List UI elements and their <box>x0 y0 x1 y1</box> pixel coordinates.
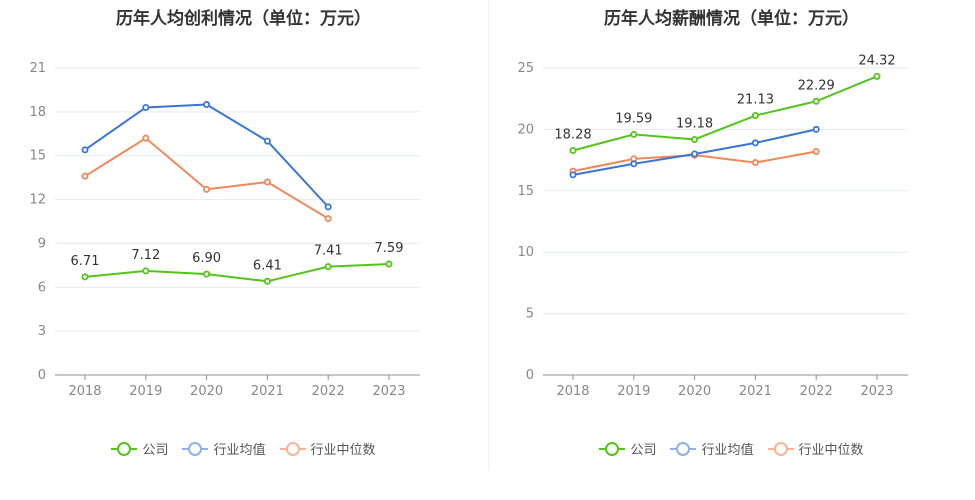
data-point-industry-avg <box>812 125 820 133</box>
chart-title: 历年人均创利情况（单位：万元） <box>116 9 371 29</box>
chart-title: 历年人均薪酬情况（单位：万元） <box>604 9 859 29</box>
data-point-industry-median <box>263 178 271 186</box>
salary-per-capita-chart: 历年人均薪酬情况（单位：万元） 0 5 10 15 20 25 2018 2019 2020 20… <box>488 0 975 500</box>
data-label: 7.41 <box>314 244 343 259</box>
data-point-industry-median <box>324 215 332 223</box>
x-tick-label: 2018 <box>68 384 101 399</box>
y-tick-label: 5 <box>526 307 534 322</box>
x-tick-label: 2020 <box>678 384 711 399</box>
x-tick-label: 2023 <box>860 384 893 399</box>
y-tick-label: 21 <box>29 61 46 76</box>
data-point-company <box>81 273 89 281</box>
data-label: 19.18 <box>676 116 713 131</box>
series-line-company <box>84 263 390 283</box>
data-label: 7.12 <box>131 248 160 263</box>
data-point-company <box>691 135 699 143</box>
x-tick-label: 2022 <box>312 384 345 399</box>
legend-company-marker <box>599 441 626 456</box>
data-point-industry-avg <box>751 139 759 147</box>
legend-company[interactable]: 公司 <box>111 439 168 458</box>
legend-industry-median-marker <box>767 441 794 456</box>
profit-plot-area: 0 3 6 9 12 15 18 21 2018 2019 2020 2021 2022 2023 6.71… <box>29 61 420 399</box>
x-tick-label: 2022 <box>800 384 833 399</box>
data-point-company <box>751 112 759 120</box>
data-label: 19.59 <box>615 111 652 126</box>
data-point-industry-avg <box>203 101 211 109</box>
data-label: 18.28 <box>554 128 591 143</box>
legend-industry-avg-label: 行业均值 <box>213 443 266 458</box>
data-label: 22.29 <box>798 78 835 93</box>
legend-company-marker <box>111 441 138 456</box>
data-point-industry-avg <box>569 171 577 179</box>
x-tick-label: 2018 <box>556 384 589 399</box>
y-tick-label: 25 <box>517 61 534 76</box>
data-label: 7.59 <box>375 241 404 256</box>
y-tick-label: 9 <box>38 236 46 251</box>
data-point-company <box>324 263 332 271</box>
x-tick-label: 2021 <box>739 384 772 399</box>
data-label: 24.32 <box>858 53 895 68</box>
legend-industry-avg[interactable]: 行业均值 <box>182 439 266 458</box>
legend-industry-median[interactable]: 行业中位数 <box>279 439 376 458</box>
data-point-industry-avg <box>142 103 150 111</box>
legend-industry-avg[interactable]: 行业均值 <box>670 439 754 458</box>
x-tick-label: 2023 <box>372 384 405 399</box>
data-point-industry-avg <box>691 150 699 158</box>
profit-per-capita-chart: 历年人均创利情况（单位：万元） 0 3 6 9 12 15 18 21 2018 2019 2020… <box>0 0 487 500</box>
x-tick-label: 2019 <box>129 384 162 399</box>
data-point-industry-avg <box>81 146 89 154</box>
y-tick-label: 0 <box>38 368 46 383</box>
data-label: 6.90 <box>192 251 221 266</box>
legend-company-label: 公司 <box>142 443 169 458</box>
legend-industry-avg-marker <box>182 441 209 456</box>
data-point-industry-median <box>203 185 211 193</box>
data-label: 21.13 <box>737 93 774 108</box>
y-tick-label: 0 <box>526 368 534 383</box>
data-label: 6.71 <box>71 254 100 269</box>
y-tick-label: 6 <box>38 280 46 295</box>
series-line-company <box>572 75 878 152</box>
data-point-company <box>873 72 881 80</box>
legend-industry-median-marker <box>279 441 306 456</box>
data-point-industry-median <box>751 159 759 167</box>
y-tick-label: 20 <box>517 122 534 137</box>
legend-industry-median-label: 行业中位数 <box>310 443 376 458</box>
x-tick-label: 2020 <box>190 384 223 399</box>
chart-legend: 公司 行业均值 行业中位数 <box>488 439 975 458</box>
salary-plot-area: 0 5 10 15 20 25 2018 2019 2020 2021 2022 2023 18.28 1… <box>517 53 908 399</box>
legend-company[interactable]: 公司 <box>599 439 656 458</box>
y-tick-label: 3 <box>38 324 46 339</box>
data-point-industry-median <box>812 148 820 156</box>
y-tick-label: 15 <box>29 149 46 164</box>
series-line-industry-median <box>84 136 329 220</box>
legend-company-label: 公司 <box>630 443 657 458</box>
chart-legend: 公司 行业均值 行业中位数 <box>0 439 487 458</box>
y-tick-label: 10 <box>517 245 534 260</box>
data-point-company <box>385 260 393 268</box>
data-label: 6.41 <box>253 258 282 273</box>
legend-industry-avg-marker <box>670 441 697 456</box>
x-tick-label: 2021 <box>251 384 284 399</box>
data-point-industry-median <box>142 134 150 142</box>
data-point-industry-avg <box>263 137 271 145</box>
data-point-company <box>569 147 577 155</box>
data-point-company <box>630 130 638 138</box>
data-point-company <box>203 270 211 278</box>
data-point-industry-median <box>81 172 89 180</box>
x-tick-label: 2019 <box>617 384 650 399</box>
legend-industry-median-label: 行业中位数 <box>798 443 864 458</box>
y-tick-label: 18 <box>29 105 46 120</box>
data-point-industry-avg <box>324 203 332 211</box>
data-point-company <box>812 97 820 105</box>
data-point-company <box>142 267 150 275</box>
data-point-company <box>263 277 271 285</box>
panel-divider <box>488 0 489 470</box>
y-tick-label: 15 <box>517 184 534 199</box>
legend-industry-median[interactable]: 行业中位数 <box>767 439 864 458</box>
legend-industry-avg-label: 行业均值 <box>701 443 754 458</box>
data-point-industry-avg <box>630 160 638 168</box>
y-tick-label: 12 <box>29 193 46 208</box>
